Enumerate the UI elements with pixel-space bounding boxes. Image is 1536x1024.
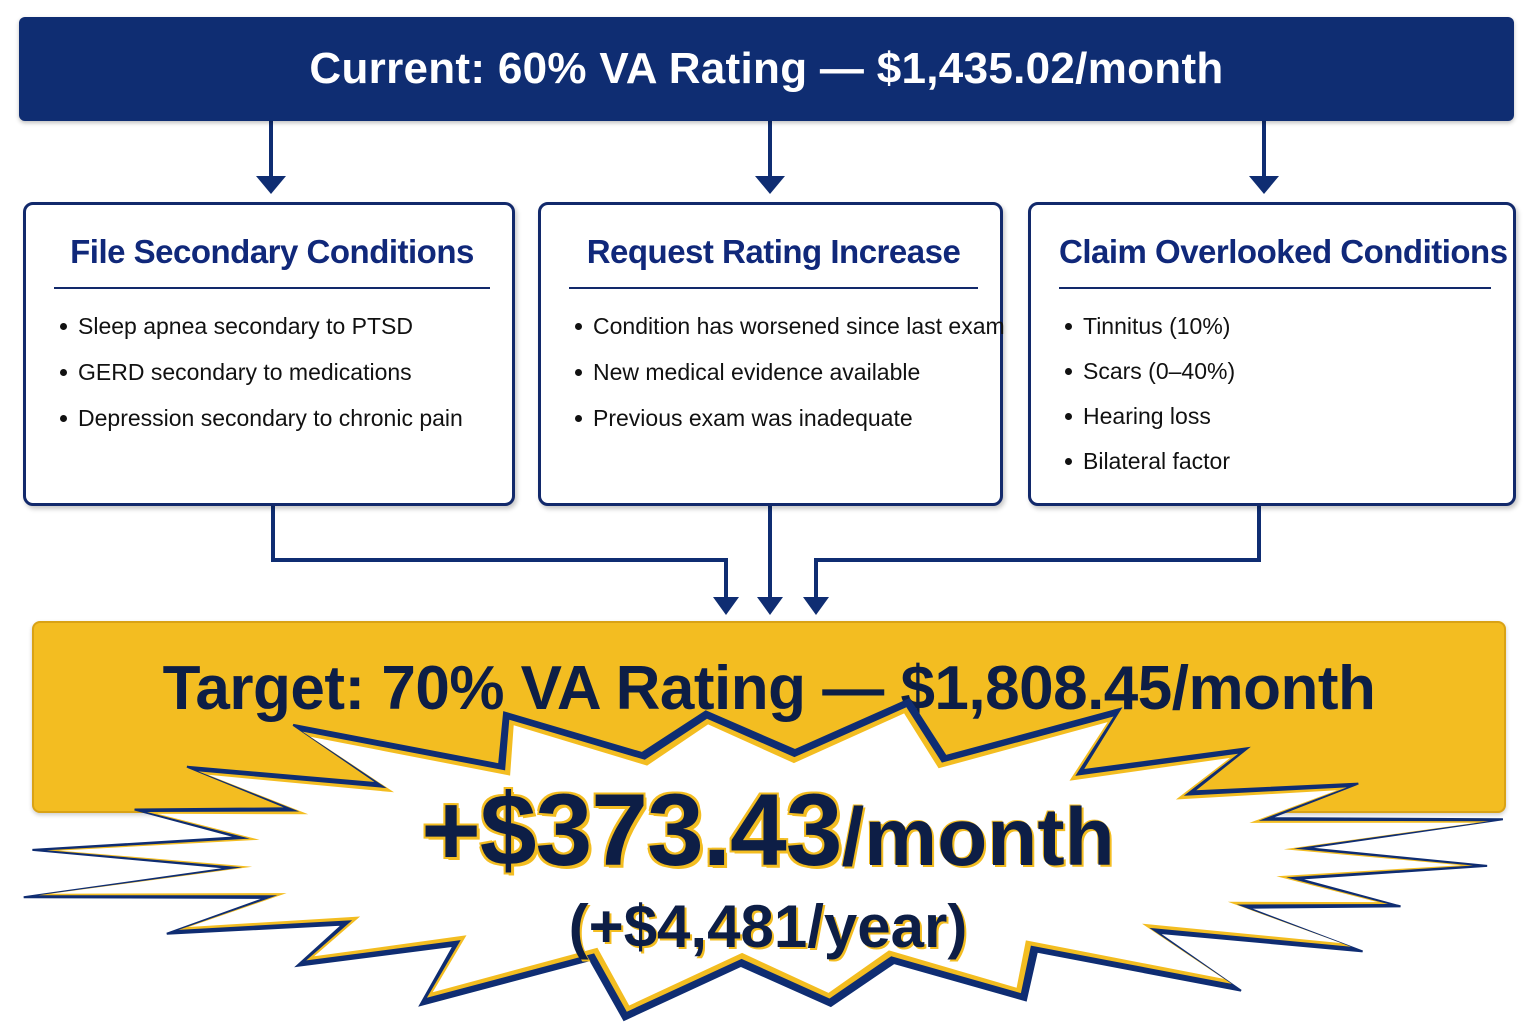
target-rating-text: Target: 70% VA Rating — $1,808.45/month [162, 654, 1376, 723]
card-request-rating-increase: Request Rating Increase Condition has wo… [538, 202, 1005, 506]
card-claim-overlooked-conditions: Claim Overlooked Conditions Tinnitus (10… [1028, 202, 1516, 506]
card-title: Request Rating Increase [569, 233, 978, 289]
list-item: Condition has worsened since last exam [575, 311, 1005, 357]
card-list: Tinnitus (10%) Scars (0–40%) Hearing los… [1031, 311, 1513, 491]
card-title: File Secondary Conditions [54, 233, 490, 289]
list-item: Tinnitus (10%) [1065, 311, 1513, 356]
list-item: Bilateral factor [1065, 446, 1513, 491]
list-item: Previous exam was inadequate [575, 403, 1000, 449]
card-title: Claim Overlooked Conditions [1059, 233, 1508, 289]
list-item: Scars (0–40%) [1065, 356, 1513, 401]
current-rating-banner: Current: 60% VA Rating — $1,435.02/month [19, 17, 1514, 121]
list-item: Sleep apnea secondary to PTSD [60, 311, 512, 357]
list-item: GERD secondary to medications [60, 357, 512, 403]
list-item: Hearing loss [1065, 401, 1513, 446]
current-rating-text: Current: 60% VA Rating — $1,435.02/month [309, 44, 1224, 93]
list-item: Depression secondary to chronic pain [60, 403, 512, 449]
arrow-card3-to-target [814, 506, 1261, 598]
card-list: Sleep apnea secondary to PTSD GERD secon… [26, 311, 512, 449]
monthly-gain: +$373.43/month [0, 772, 1536, 889]
yearly-gain: (+$4,481/year) [568, 893, 968, 960]
card-file-secondary-conditions: File Secondary Conditions Sleep apnea se… [23, 202, 515, 506]
monthly-gain-unit: /month [841, 792, 1115, 883]
card-list: Condition has worsened since last exam N… [541, 311, 1005, 449]
monthly-gain-amount: +$373.43 [421, 773, 842, 887]
list-item: New medical evidence available [575, 357, 1000, 403]
arrow-card1-to-target [271, 506, 728, 598]
